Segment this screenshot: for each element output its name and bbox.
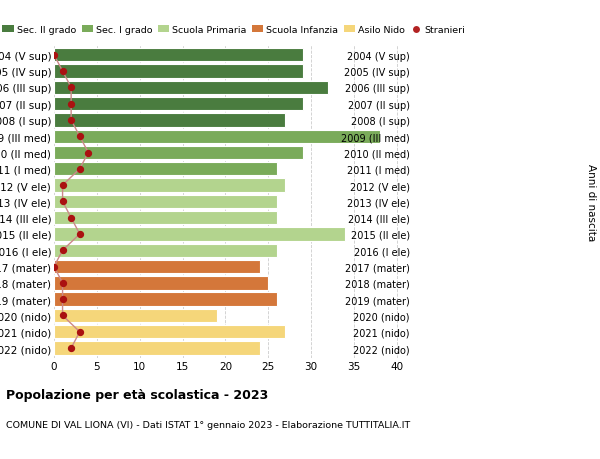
Point [75,166,85,173]
Point [67,101,76,108]
Point [58,312,67,319]
Bar [54,293,277,306]
Bar [54,228,346,241]
Text: COMUNE DI VAL LIONA (VI) - Dati ISTAT 1° gennaio 2023 - Elaborazione TUTTITALIA.: COMUNE DI VAL LIONA (VI) - Dati ISTAT 1°… [6,420,410,429]
Point [67,345,76,352]
Bar [54,98,302,111]
Point [58,296,67,303]
Bar [54,212,277,225]
Point [58,247,67,254]
Bar [54,146,302,160]
Point [49,52,59,59]
Point [49,263,59,271]
Bar [54,49,302,62]
Point [67,214,76,222]
Point [58,198,67,206]
Point [67,84,76,92]
Point [75,231,85,238]
Point [75,133,85,140]
Point [67,117,76,124]
Text: Popolazione per età scolastica - 2023: Popolazione per età scolastica - 2023 [6,388,268,401]
Bar [54,309,217,322]
Bar [54,179,286,192]
Bar [54,163,277,176]
Bar [54,114,286,127]
Bar [54,82,328,95]
Bar [54,341,260,355]
Point [58,68,67,76]
Point [83,150,93,157]
Bar [54,65,302,78]
Bar [54,325,286,339]
Legend: Sec. II grado, Sec. I grado, Scuola Primaria, Scuola Infanzia, Asilo Nido, Stran: Sec. II grado, Sec. I grado, Scuola Prim… [2,26,466,35]
Point [58,182,67,190]
Bar [54,277,268,290]
Point [58,280,67,287]
Bar [54,260,260,274]
Bar [54,130,380,144]
Bar [54,195,277,209]
Bar [54,244,277,257]
Text: Anni di nascita: Anni di nascita [586,163,596,241]
Point [75,328,85,336]
